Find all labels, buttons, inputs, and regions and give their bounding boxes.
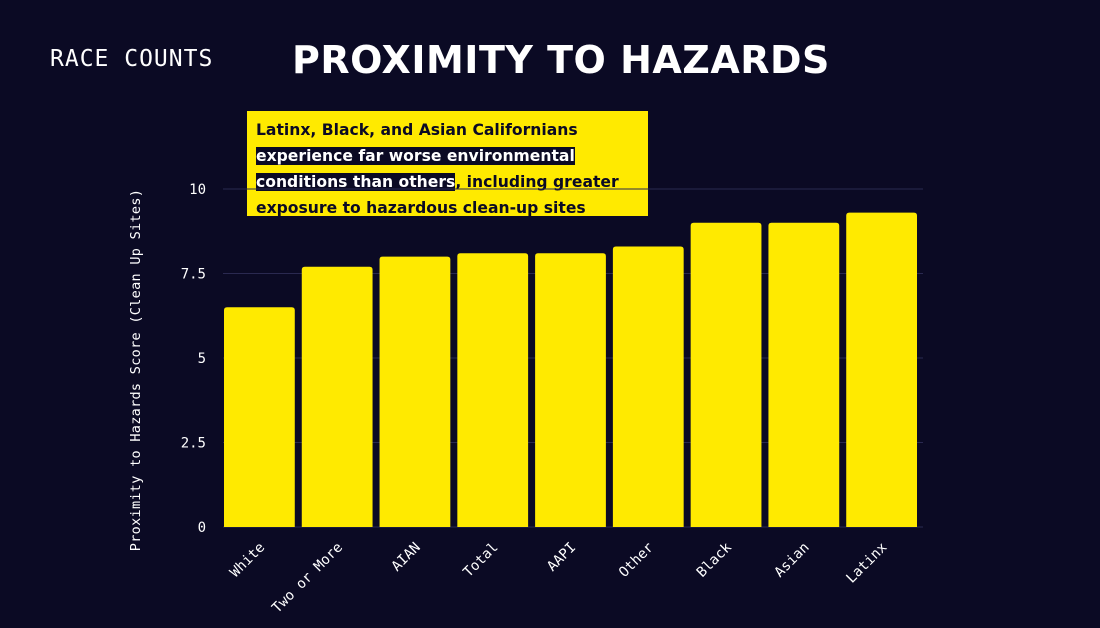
y-tick-label: 10 (189, 182, 206, 198)
bar-asian (768, 222, 840, 528)
y-tick-label: 0 (198, 520, 206, 536)
x-tick-label: AAPI (544, 540, 579, 575)
x-tick-label: Two or More (269, 540, 346, 617)
x-tick-label: AIAN (389, 540, 424, 575)
bar-white (224, 307, 295, 527)
bar-total (457, 253, 529, 527)
x-tick-label: Other (616, 540, 657, 581)
y-tick-label: 7.5 (181, 267, 206, 283)
bar-aapi (535, 253, 606, 527)
callout-line-1: Latinx, Black, and Asian Californians (256, 121, 578, 139)
y-tick-label: 5 (198, 351, 206, 367)
x-tick-label: Total (460, 540, 501, 581)
callout-box: Latinx, Black, and Asian Californians ex… (247, 111, 648, 217)
callout-line-4: exposure to hazardous clean-up sites (256, 199, 586, 217)
bar-black (690, 222, 762, 528)
bar-aian (379, 256, 451, 527)
bar-two-or-more (301, 266, 373, 527)
x-tick-label: Latinx (843, 540, 890, 587)
callout-line-3-rest: , including greater (455, 173, 619, 191)
callout-highlight-1: experience far worse environmental (256, 147, 575, 165)
y-tick-label: 2.5 (181, 436, 206, 452)
brand-logo: RACE COUNTS (50, 46, 214, 72)
x-tick-label: White (227, 540, 268, 581)
x-tick-label: Black (694, 539, 736, 581)
chart-title: PROXIMITY TO HAZARDS (292, 38, 830, 82)
x-tick-label: Asian (772, 540, 813, 581)
callout-highlight-2: conditions than others (256, 173, 456, 191)
bar-latinx (846, 212, 917, 527)
bar-other (612, 246, 684, 527)
